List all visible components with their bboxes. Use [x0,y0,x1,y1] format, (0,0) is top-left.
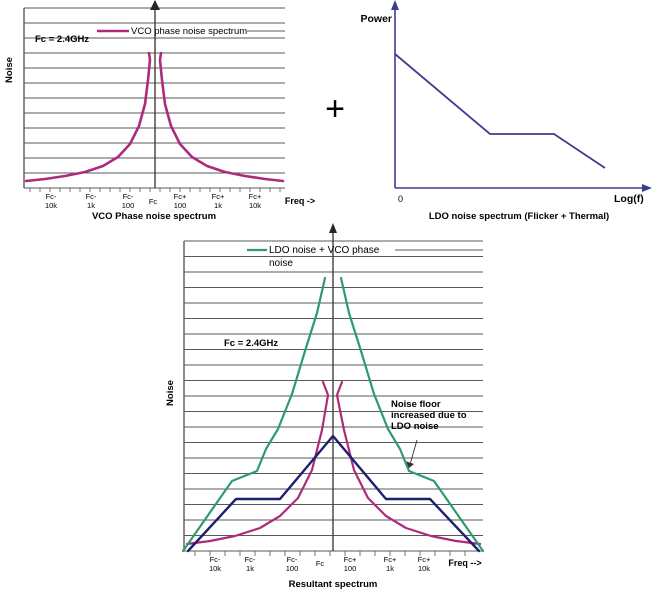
svg-text:Fc+: Fc+ [174,192,187,201]
svg-text:Fc-: Fc- [86,192,97,201]
svg-text:LDO noise spectrum (Flicker +: LDO noise spectrum (Flicker + Thermal) [429,211,609,222]
svg-text:10k: 10k [249,201,261,210]
svg-text:Noise: Noise [4,57,15,83]
svg-text:100: 100 [344,564,357,573]
svg-text:Fc+: Fc+ [212,192,225,201]
svg-text:Noise: Noise [165,380,176,406]
svg-text:Noise floor: Noise floor [391,399,441,410]
svg-text:1k: 1k [214,201,222,210]
svg-text:VCO Phase noise spectrum: VCO Phase noise spectrum [92,211,216,222]
svg-text:1k: 1k [87,201,95,210]
svg-text:10k: 10k [209,564,221,573]
svg-text:VCO phase noise spectrum: VCO phase noise spectrum [131,26,247,37]
svg-text:100: 100 [174,201,187,210]
svg-text:Fc = 2.4GHz: Fc = 2.4GHz [224,338,278,349]
svg-text:Fc-: Fc- [46,192,57,201]
svg-text:Freq -->: Freq --> [448,558,481,568]
svg-text:Fc-: Fc- [123,192,134,201]
svg-text:10k: 10k [45,201,57,210]
svg-text:+: + [325,90,345,128]
svg-text:LDO noise + VCO phase: LDO noise + VCO phase [269,245,380,256]
svg-text:Fc: Fc [149,197,158,206]
svg-text:Power: Power [360,13,392,25]
svg-text:Fc-: Fc- [287,555,298,564]
svg-text:Fc-: Fc- [210,555,221,564]
svg-text:0: 0 [398,194,403,204]
svg-text:Fc+: Fc+ [384,555,397,564]
svg-text:1k: 1k [246,564,254,573]
svg-text:100: 100 [286,564,299,573]
svg-text:Fc+: Fc+ [418,555,431,564]
svg-text:100: 100 [122,201,135,210]
svg-text:Resultant spectrum: Resultant spectrum [289,579,378,590]
svg-text:Fc = 2.4GHz: Fc = 2.4GHz [35,34,89,45]
svg-text:Fc+: Fc+ [344,555,357,564]
svg-text:noise: noise [269,258,293,269]
svg-text:increased due to: increased due to [391,410,467,421]
svg-text:Fc+: Fc+ [249,192,262,201]
svg-text:Fc-: Fc- [245,555,256,564]
svg-text:LDO noise: LDO noise [391,421,439,432]
svg-text:Freq ->: Freq -> [285,196,315,206]
svg-text:10k: 10k [418,564,430,573]
svg-text:Fc: Fc [316,559,325,568]
svg-text:Log(f): Log(f) [614,193,644,205]
svg-text:1k: 1k [386,564,394,573]
